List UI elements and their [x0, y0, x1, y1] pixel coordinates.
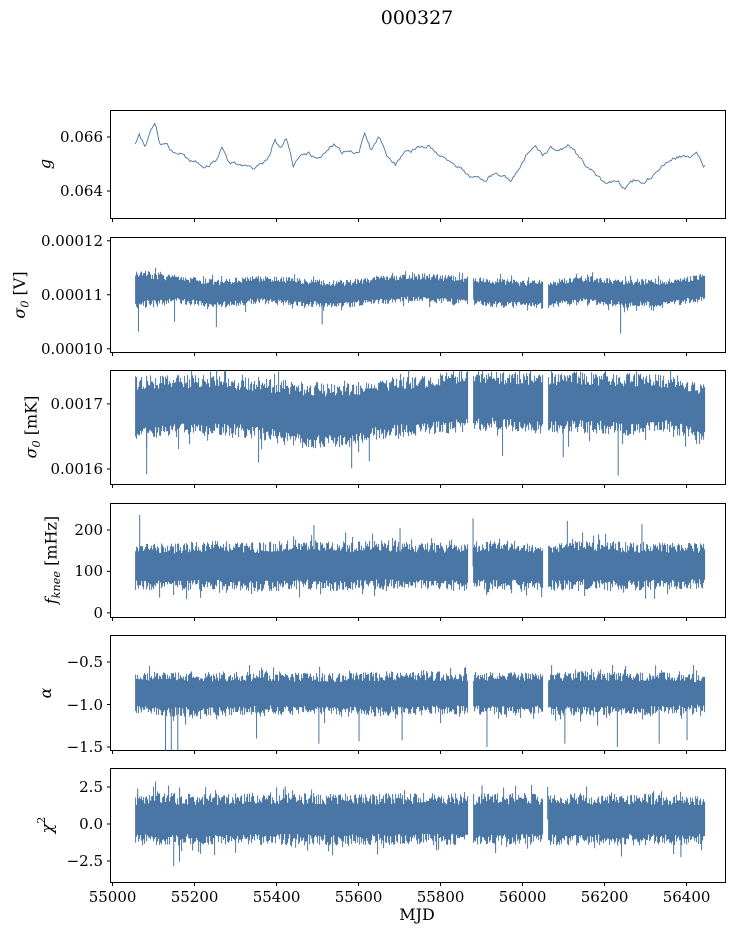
y-tick-label: 0.0017 — [50, 394, 104, 413]
y-tick-label: 0.0016 — [50, 460, 104, 479]
y-axis-label: g — [30, 110, 55, 218]
x-tick-label: 56000 — [498, 888, 547, 906]
y-axis-label: σ0 [mK] — [16, 370, 44, 484]
x-tick-label: 56400 — [662, 888, 711, 906]
y-axis-label-sup: 2 — [35, 816, 48, 824]
x-tick-label: 55000 — [88, 888, 137, 906]
y-tick-label: 0.064 — [60, 182, 103, 200]
y-axis-label-main: f — [41, 598, 61, 605]
y-axis-label: χ2 — [32, 768, 57, 882]
y-axis-label-main: σ — [9, 307, 29, 319]
y-axis-label: α — [30, 635, 55, 750]
y-tick-label: 0.0 — [79, 814, 103, 833]
x-tick-label: 55200 — [170, 888, 219, 906]
y-axis-label-unit: [mHz] — [41, 515, 61, 571]
y-tick-label: −2.5 — [66, 851, 103, 870]
y-axis-label-sub: knee — [50, 570, 64, 599]
y-axis-label-main: σ — [21, 447, 41, 459]
y-axis-label-sub: 0 — [30, 440, 44, 448]
y-tick-label: 2.5 — [79, 777, 103, 796]
y-tick-label: 0.00011 — [40, 285, 103, 304]
y-tick-label: 0 — [93, 603, 103, 622]
y-axis-label: σ0 [V] — [4, 237, 32, 352]
y-axis-label: fknee [mHz] — [36, 503, 64, 617]
y-axis-label-main: α — [35, 687, 55, 698]
y-tick-label: −1.0 — [66, 695, 103, 714]
y-axis-label-unit: [mK] — [21, 395, 41, 441]
y-axis-label-main: χ — [37, 823, 57, 834]
x-tick-label: 55400 — [252, 888, 301, 906]
y-axis-label-unit: [V] — [9, 270, 29, 301]
x-tick-label: 55600 — [334, 888, 383, 906]
y-tick-label: −0.5 — [66, 653, 103, 672]
x-tick-label: 55800 — [416, 888, 465, 906]
y-tick-label: 0.00010 — [40, 339, 103, 358]
y-tick-label: 100 — [74, 562, 103, 581]
y-tick-label: 0.066 — [60, 128, 103, 146]
x-axis-label: MJD — [399, 905, 435, 924]
y-axis-label-sub: 0 — [18, 300, 32, 308]
x-tick-label: 56200 — [580, 888, 629, 906]
figure-title: 000327 — [380, 7, 454, 29]
y-tick-label: 0.00012 — [40, 231, 103, 250]
y-tick-label: −1.5 — [66, 738, 103, 757]
y-axis-label-main: g — [35, 158, 55, 170]
y-tick-label: 200 — [74, 520, 103, 539]
